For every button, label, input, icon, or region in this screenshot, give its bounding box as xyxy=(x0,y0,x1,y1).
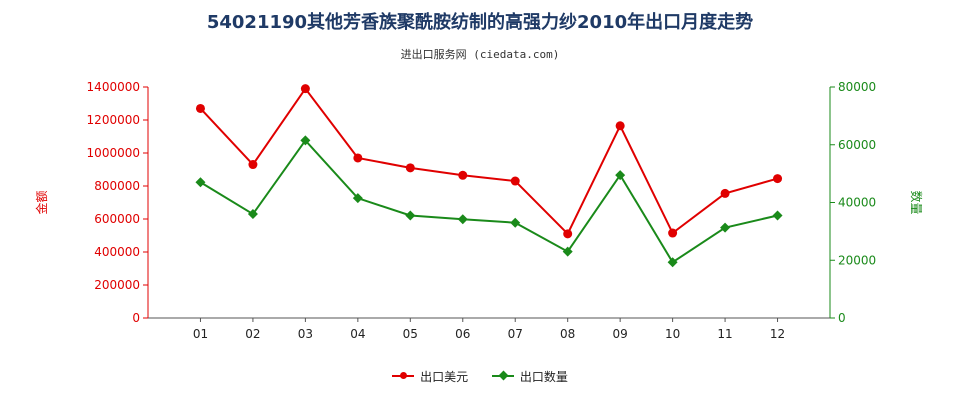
data-point-usd xyxy=(668,228,678,238)
y-right-tick-label: 40000 xyxy=(838,196,876,210)
data-point-qty xyxy=(615,170,626,181)
data-point-usd xyxy=(405,163,415,173)
y-right-tick-label: 0 xyxy=(838,311,846,325)
y-right-tick-label: 60000 xyxy=(838,138,876,152)
x-tick-label: 03 xyxy=(298,327,313,341)
data-point-usd xyxy=(720,188,730,198)
data-point-qty xyxy=(247,209,258,220)
y-left-tick-label: 1000000 xyxy=(87,146,140,160)
y-left-tick-label: 1200000 xyxy=(87,113,140,127)
y-left-tick-label: 1400000 xyxy=(87,80,140,94)
legend-label-usd: 出口美元 xyxy=(420,369,469,384)
data-point-usd xyxy=(563,229,573,239)
x-tick-label: 05 xyxy=(403,327,418,341)
data-point-usd xyxy=(773,174,783,184)
y-left-tick-label: 0 xyxy=(132,311,140,325)
y-left-tick-label: 400000 xyxy=(94,245,140,259)
data-point-qty xyxy=(352,193,363,204)
y-left-tick-label: 200000 xyxy=(94,278,140,292)
x-tick-label: 11 xyxy=(717,327,732,341)
x-tick-label: 02 xyxy=(245,327,260,341)
data-point-usd xyxy=(510,176,520,186)
x-tick-label: 10 xyxy=(665,327,680,341)
y-left-tick-label: 800000 xyxy=(94,179,140,193)
x-tick-label: 09 xyxy=(613,327,628,341)
legend-label-qty: 出口数量 xyxy=(519,369,568,384)
y-right-tick-label: 20000 xyxy=(838,253,876,267)
data-point-qty xyxy=(510,217,521,228)
data-point-qty xyxy=(562,246,573,257)
y-left-tick-label: 600000 xyxy=(94,212,140,226)
x-tick-label: 01 xyxy=(193,327,208,341)
chart-legend: 出口美元 出口数量 xyxy=(0,366,960,385)
chart-title: 54021190其他芳香族聚酰胺纺制的高强力纱2010年出口月度走势 xyxy=(206,12,754,33)
data-point-usd xyxy=(195,103,205,113)
series-line-qty xyxy=(199,138,778,264)
y-right-axis-label: 数量 xyxy=(909,190,924,214)
x-tick-label: 06 xyxy=(455,327,470,341)
data-point-qty xyxy=(300,135,311,146)
data-point-qty xyxy=(772,210,783,221)
data-point-usd xyxy=(615,121,625,131)
data-point-usd xyxy=(248,160,258,170)
data-point-qty xyxy=(195,177,206,188)
x-tick-label: 08 xyxy=(560,327,575,341)
legend-item-usd[interactable]: 出口美元 xyxy=(392,368,468,385)
data-point-usd xyxy=(458,170,468,180)
series-line-usd xyxy=(199,86,778,236)
x-tick-label: 12 xyxy=(770,327,785,341)
y-right-tick-label: 80000 xyxy=(838,80,876,94)
x-tick-label: 04 xyxy=(350,327,365,341)
data-point-usd xyxy=(300,84,310,94)
data-point-qty xyxy=(405,210,416,221)
data-point-qty xyxy=(667,257,678,268)
data-point-qty xyxy=(457,214,468,225)
y-left-axis-label: 金额 xyxy=(34,190,49,214)
legend-swatch-usd xyxy=(392,372,415,379)
legend-item-qty[interactable]: 出口数量 xyxy=(491,368,568,385)
chart-subtitle: 进出口服务网 (ciedata.com) xyxy=(400,48,560,61)
x-tick-label: 07 xyxy=(508,327,523,341)
legend-swatch-qty xyxy=(491,370,514,381)
data-point-usd xyxy=(353,153,363,163)
data-point-qty xyxy=(720,222,731,233)
